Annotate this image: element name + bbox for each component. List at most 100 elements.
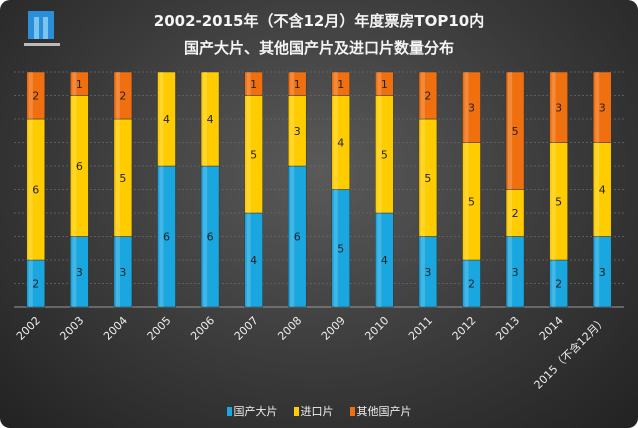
data-label: 5 <box>468 195 475 208</box>
legend: 国产大片 进口片 其他国产片 <box>0 403 638 419</box>
legend-item: 其他国产片 <box>349 403 412 419</box>
bar-其他国产片 <box>375 71 394 96</box>
data-label: 2 <box>32 278 39 291</box>
bar-其他国产片 <box>70 71 89 96</box>
bar-highlight <box>159 72 164 166</box>
bar-highlight <box>115 236 120 307</box>
data-label: 1 <box>381 78 388 91</box>
bar-highlight <box>246 95 251 213</box>
x-tick-label: 2008 <box>275 314 304 343</box>
data-label: 6 <box>32 184 39 197</box>
data-label: 3 <box>599 266 606 279</box>
data-label: 3 <box>294 125 301 138</box>
data-label: 5 <box>250 148 257 161</box>
data-label: 4 <box>207 113 214 126</box>
data-label: 1 <box>337 78 344 91</box>
legend-label: 国产大片 <box>233 405 278 418</box>
data-label: 2 <box>555 278 562 291</box>
bar-其他国产片 <box>287 71 307 96</box>
data-label: 3 <box>424 266 431 279</box>
bar-highlight <box>551 72 556 143</box>
legend-swatch <box>293 407 299 416</box>
bar-highlight <box>159 166 164 307</box>
data-label: 6 <box>163 231 170 244</box>
data-label: 3 <box>555 101 562 114</box>
bar-highlight <box>72 72 77 96</box>
data-label: 2 <box>468 278 475 291</box>
data-label: 2 <box>512 207 519 220</box>
data-label: 6 <box>207 231 214 244</box>
data-label: 5 <box>555 195 562 208</box>
chart-title: 2002-2015年（不含12月）年度票房TOP10内 <box>153 12 485 30</box>
data-label: 4 <box>163 113 170 126</box>
bar-highlight <box>464 72 469 143</box>
bar-highlight <box>115 72 120 119</box>
bar-highlight <box>290 166 295 307</box>
bar-highlight <box>28 260 33 307</box>
bar-highlight <box>290 95 295 166</box>
data-label: 5 <box>337 242 344 255</box>
bar-其他国产片 <box>549 71 568 143</box>
x-tick-label: 2003 <box>57 314 86 343</box>
data-label: 1 <box>294 78 301 91</box>
x-tick-label: 2005 <box>145 314 174 343</box>
bar-highlight <box>246 72 251 96</box>
data-label: 4 <box>250 254 257 267</box>
bar-highlight <box>508 189 513 237</box>
bar-highlight <box>595 72 600 143</box>
data-label: 5 <box>424 172 431 185</box>
x-tick-label: 2014 <box>537 314 566 343</box>
bar-highlight <box>377 72 382 96</box>
legend-item: 国产大片 <box>226 403 278 419</box>
data-label: 3 <box>599 101 606 114</box>
bar-highlight <box>420 72 425 119</box>
legend-swatch <box>349 407 355 416</box>
data-label: 5 <box>512 125 519 138</box>
bar-highlight <box>203 72 208 166</box>
bar-highlight <box>72 236 77 307</box>
x-tick-label: 2007 <box>232 314 261 343</box>
data-label: 6 <box>294 231 301 244</box>
bar-进口片 <box>200 71 220 167</box>
data-label: 4 <box>337 137 344 150</box>
data-label: 3 <box>76 266 83 279</box>
chart-subtitle: 国产大片、其他国产片及进口片数量分布 <box>183 39 454 57</box>
x-tick-label: 2013 <box>493 314 522 343</box>
data-label: 1 <box>76 78 83 91</box>
x-tick-label: 2012 <box>450 314 479 343</box>
bar-highlight <box>377 213 382 307</box>
bar-highlight <box>333 95 338 190</box>
x-tick-label: 2015（不含12月） <box>531 313 609 391</box>
data-label: 2 <box>424 90 431 103</box>
data-label: 2 <box>119 90 126 103</box>
bar-其他国产片 <box>418 71 438 120</box>
bar-其他国产片 <box>244 71 263 96</box>
bar-其他国产片 <box>26 71 46 120</box>
x-tick-label: 2004 <box>101 314 130 343</box>
data-label: 5 <box>119 172 126 185</box>
bar-highlight <box>333 72 338 96</box>
x-tick-label: 2011 <box>406 314 435 343</box>
bar-highlight <box>551 142 556 260</box>
legend-item: 进口片 <box>293 403 334 419</box>
bar-highlight <box>420 119 425 237</box>
x-tick-label: 2009 <box>319 314 348 343</box>
bar-其他国产片 <box>331 71 351 96</box>
bar-其他国产片 <box>113 71 133 120</box>
bar-其他国产片 <box>505 71 525 190</box>
legend-label: 其他国产片 <box>356 405 412 418</box>
bar-highlight <box>28 72 33 119</box>
data-label: 5 <box>381 148 388 161</box>
bar-highlight <box>508 236 513 307</box>
x-tick-label: 2002 <box>14 314 43 343</box>
bar-highlight <box>464 260 469 307</box>
data-label: 1 <box>250 78 257 91</box>
legend-label: 进口片 <box>300 405 334 418</box>
data-label: 6 <box>76 160 83 173</box>
bar-其他国产片 <box>592 71 612 143</box>
legend-swatch <box>226 407 232 416</box>
bar-highlight <box>290 72 295 96</box>
bar-highlight <box>508 72 513 190</box>
